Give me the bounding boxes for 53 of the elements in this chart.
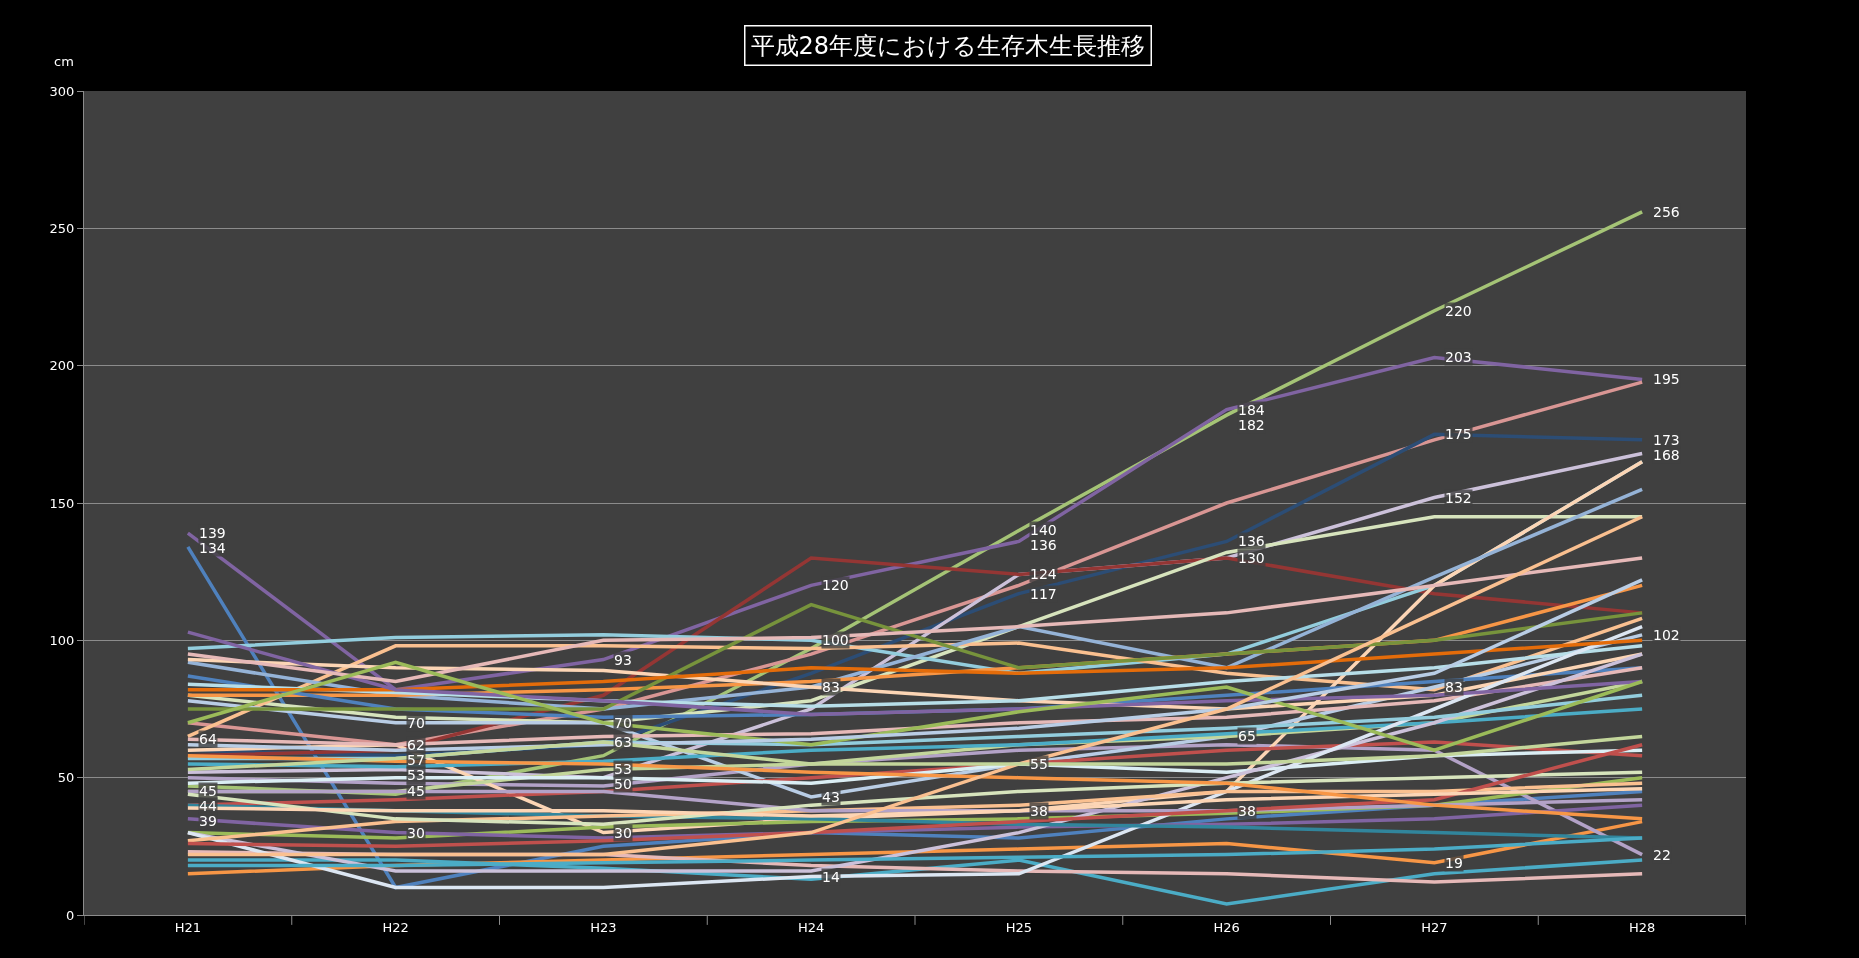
x-tick-label: H24	[797, 919, 825, 935]
y-axis-title: cm	[54, 54, 74, 69]
annotation: 195	[1653, 371, 1680, 387]
annotation: 136	[1030, 537, 1057, 553]
x-tick-label: H27	[1421, 919, 1448, 935]
annotation: 64	[199, 731, 217, 747]
annotation: 168	[1653, 447, 1680, 463]
annotation: 55	[1030, 756, 1048, 772]
annotation: 38	[1238, 803, 1256, 819]
annotation: 50	[614, 776, 632, 792]
annotation: 22	[1653, 847, 1671, 863]
annotation: 30	[407, 825, 425, 841]
x-tick-label: H21	[174, 919, 202, 935]
annotation: 83	[822, 679, 840, 695]
annotation: 256	[1653, 204, 1680, 220]
annotation: 93	[614, 652, 632, 668]
annotation: 44	[199, 798, 217, 814]
annotation: 14	[822, 869, 840, 885]
annotation: 19	[1445, 855, 1463, 871]
annotation: 173	[1653, 432, 1680, 448]
y-tick-label: 300	[49, 83, 75, 99]
y-tick-label: 100	[49, 632, 75, 648]
annotation: 53	[407, 767, 425, 783]
annotation: 220	[1445, 303, 1472, 319]
annotation: 43	[822, 789, 840, 805]
annotation: 83	[1445, 679, 1463, 695]
annotation: 53	[614, 761, 632, 777]
annotation: 102	[1653, 627, 1680, 643]
x-tick-label: H26	[1213, 919, 1240, 935]
annotation: 70	[407, 715, 425, 731]
x-tick-label: H25	[1005, 919, 1033, 935]
annotation: 38	[1030, 803, 1048, 819]
annotation: 62	[407, 737, 425, 753]
annotation: 70	[614, 715, 632, 731]
y-tick-label: 250	[49, 220, 75, 236]
annotation: 65	[1238, 728, 1256, 744]
annotation: 139	[199, 525, 226, 541]
x-tick-label: H22	[382, 919, 409, 935]
annotation: 39	[199, 813, 217, 829]
annotation: 30	[614, 825, 632, 841]
y-tick-label: 200	[49, 358, 75, 374]
y-tick-label: 50	[57, 770, 75, 786]
annotation: 182	[1238, 417, 1265, 433]
x-tick-label: H28	[1628, 919, 1656, 935]
y-tick-label: 150	[49, 495, 75, 511]
chart-title: 平成28年度における生存木生長推移	[750, 31, 1146, 60]
annotation: 63	[614, 734, 632, 750]
line-series	[186, 602, 1644, 711]
y-tick-label: 0	[66, 907, 75, 923]
annotation: 45	[199, 783, 217, 799]
annotation: 57	[407, 752, 425, 768]
x-tick-label: H23	[590, 919, 617, 935]
annotation: 45	[407, 783, 425, 799]
